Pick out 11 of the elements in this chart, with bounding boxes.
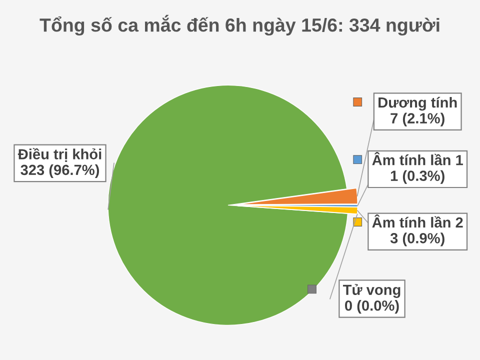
- legend-label: Tử vong: [342, 284, 400, 298]
- text: 0 (0.0%): [345, 300, 399, 314]
- legend-label: Dương tính: [378, 96, 457, 111]
- legend-label: Âm tính lần 2: [372, 214, 463, 228]
- data-label: 7 (2.1%): [390, 112, 444, 126]
- data-label: 1 (0.3%): [390, 170, 444, 184]
- data-label: 3 (0.9%): [390, 232, 444, 246]
- legend-label: Âm tính lần 1: [372, 152, 463, 166]
- chart-title: Tổng số ca mắc đến 6h ngày 15/6: 334 người: [40, 14, 440, 36]
- slice-label: Điều trị khỏi: [18, 148, 102, 162]
- data-label: 323 (96.7%): [20, 164, 99, 178]
